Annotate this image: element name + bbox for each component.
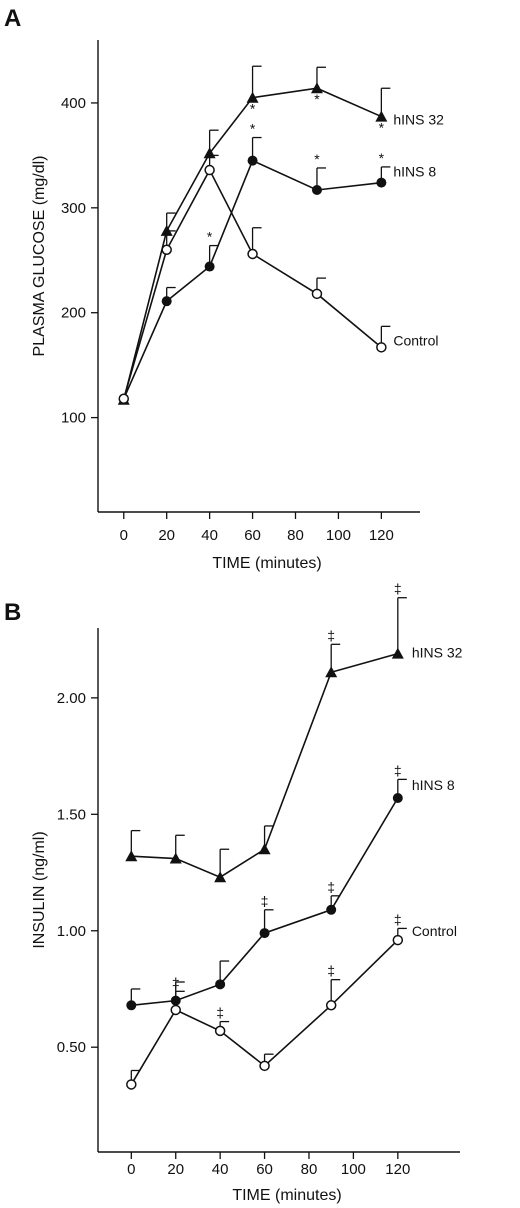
series-label: hINS 8: [412, 777, 455, 793]
data-point: [310, 82, 323, 94]
y-tick-label: 0.50: [57, 1039, 86, 1056]
significance-mark: *: [207, 229, 213, 245]
data-point: [204, 261, 215, 272]
significance-mark: ‡: [261, 893, 269, 909]
data-point: [118, 393, 130, 404]
significance-mark: ‡: [394, 581, 402, 597]
data-point: [246, 91, 259, 103]
data-point: [376, 177, 387, 188]
panel-letter: A: [4, 5, 21, 32]
data-point: [247, 248, 258, 260]
series-hins-32: ‡ ‡ hINS 32: [125, 581, 463, 883]
data-point: [258, 843, 271, 855]
series-line: [130, 939, 399, 1085]
y-tick-label: 200: [61, 305, 86, 322]
x-tick-label: 40: [201, 527, 218, 544]
data-point: [392, 793, 403, 804]
data-point: [376, 342, 387, 353]
significance-mark: *: [250, 101, 256, 117]
significance-mark: ‡: [327, 879, 335, 895]
significance-mark: *: [314, 91, 320, 107]
series-control: Control: [118, 154, 439, 404]
data-point: [126, 1079, 137, 1090]
x-tick-label: 60: [256, 1161, 273, 1178]
series-label: hINS 32: [412, 645, 463, 661]
series-hins-8: * * * * hINS 8: [118, 121, 436, 404]
series-control: ‡ ‡ ‡ ‡ Control: [126, 911, 457, 1090]
significance-mark: *: [250, 121, 256, 137]
y-tick-label: 1.00: [57, 923, 86, 940]
data-point: [169, 852, 182, 864]
x-tick-label: 100: [341, 1161, 366, 1178]
panel-letter: B: [4, 599, 21, 626]
series-line: [122, 168, 382, 399]
significance-mark: ‡: [172, 974, 180, 990]
series-line: [131, 797, 399, 1007]
significance-mark: ‡: [327, 627, 335, 643]
x-tick-label: 120: [369, 527, 394, 544]
data-point: [325, 1000, 337, 1011]
data-point: [125, 850, 138, 862]
data-point: [311, 288, 323, 300]
series-line: [131, 652, 399, 879]
series-line: [122, 87, 382, 400]
data-point: [392, 934, 404, 946]
y-tick-label: 1.50: [57, 806, 86, 823]
x-tick-label: 80: [301, 1161, 318, 1178]
data-point: [247, 155, 258, 166]
data-point: [215, 979, 226, 990]
data-point: [161, 296, 172, 307]
y-axis-label: INSULIN (ng/ml): [31, 831, 48, 948]
significance-mark: *: [379, 150, 385, 166]
x-tick-label: 100: [326, 527, 351, 544]
x-tick-label: 20: [167, 1161, 184, 1178]
y-tick-label: 100: [61, 410, 86, 427]
data-point: [214, 1025, 226, 1037]
x-tick-label: 80: [287, 527, 304, 544]
significance-mark: ‡: [394, 911, 402, 927]
y-tick-label: 2.00: [57, 690, 86, 707]
data-point: [161, 244, 172, 256]
series-label: hINS 32: [393, 112, 444, 128]
data-point: [170, 1004, 181, 1016]
y-axis-label: PLASMA GLUCOSE (mg/dl): [31, 156, 48, 357]
data-point: [391, 647, 404, 659]
series-label: Control: [412, 923, 457, 939]
x-tick-label: 20: [158, 527, 175, 544]
data-point: [204, 164, 215, 176]
x-axis-label: TIME (minutes): [212, 555, 321, 572]
significance-mark: *: [314, 151, 320, 167]
x-tick-label: 120: [385, 1161, 410, 1178]
x-tick-label: 40: [212, 1161, 229, 1178]
series-hins-8: ‡ ‡ ‡ hINS 8: [126, 762, 455, 1011]
panel-a: A 100 200 300 400 0 20 40 60 80 100 120 PLASMA GLUCO…: [4, 5, 444, 572]
data-point: [259, 1060, 270, 1072]
data-point: [259, 928, 270, 939]
series-label: hINS 8: [393, 164, 436, 180]
significance-mark: ‡: [216, 1005, 224, 1021]
data-point: [311, 184, 322, 195]
series-label: Control: [393, 332, 438, 348]
data-point: [325, 666, 338, 678]
significance-mark: ‡: [327, 963, 335, 979]
x-axis-label: TIME (minutes): [232, 1187, 341, 1204]
data-point: [326, 904, 337, 915]
x-tick-label: 60: [244, 527, 261, 544]
data-point: [214, 871, 227, 883]
y-tick-label: 400: [61, 95, 86, 112]
series-line: [123, 159, 382, 400]
data-point: [375, 110, 388, 122]
significance-mark: *: [379, 120, 385, 136]
data-point: [126, 1000, 137, 1011]
x-tick-label: 0: [127, 1161, 135, 1178]
significance-mark: ‡: [394, 762, 402, 778]
panel-b: B 0.50 1.00 1.50 2.00 0 20 40 60 80 100 120 INSULIN …: [4, 581, 463, 1204]
y-tick-label: 300: [61, 200, 86, 217]
x-tick-label: 0: [120, 527, 128, 544]
